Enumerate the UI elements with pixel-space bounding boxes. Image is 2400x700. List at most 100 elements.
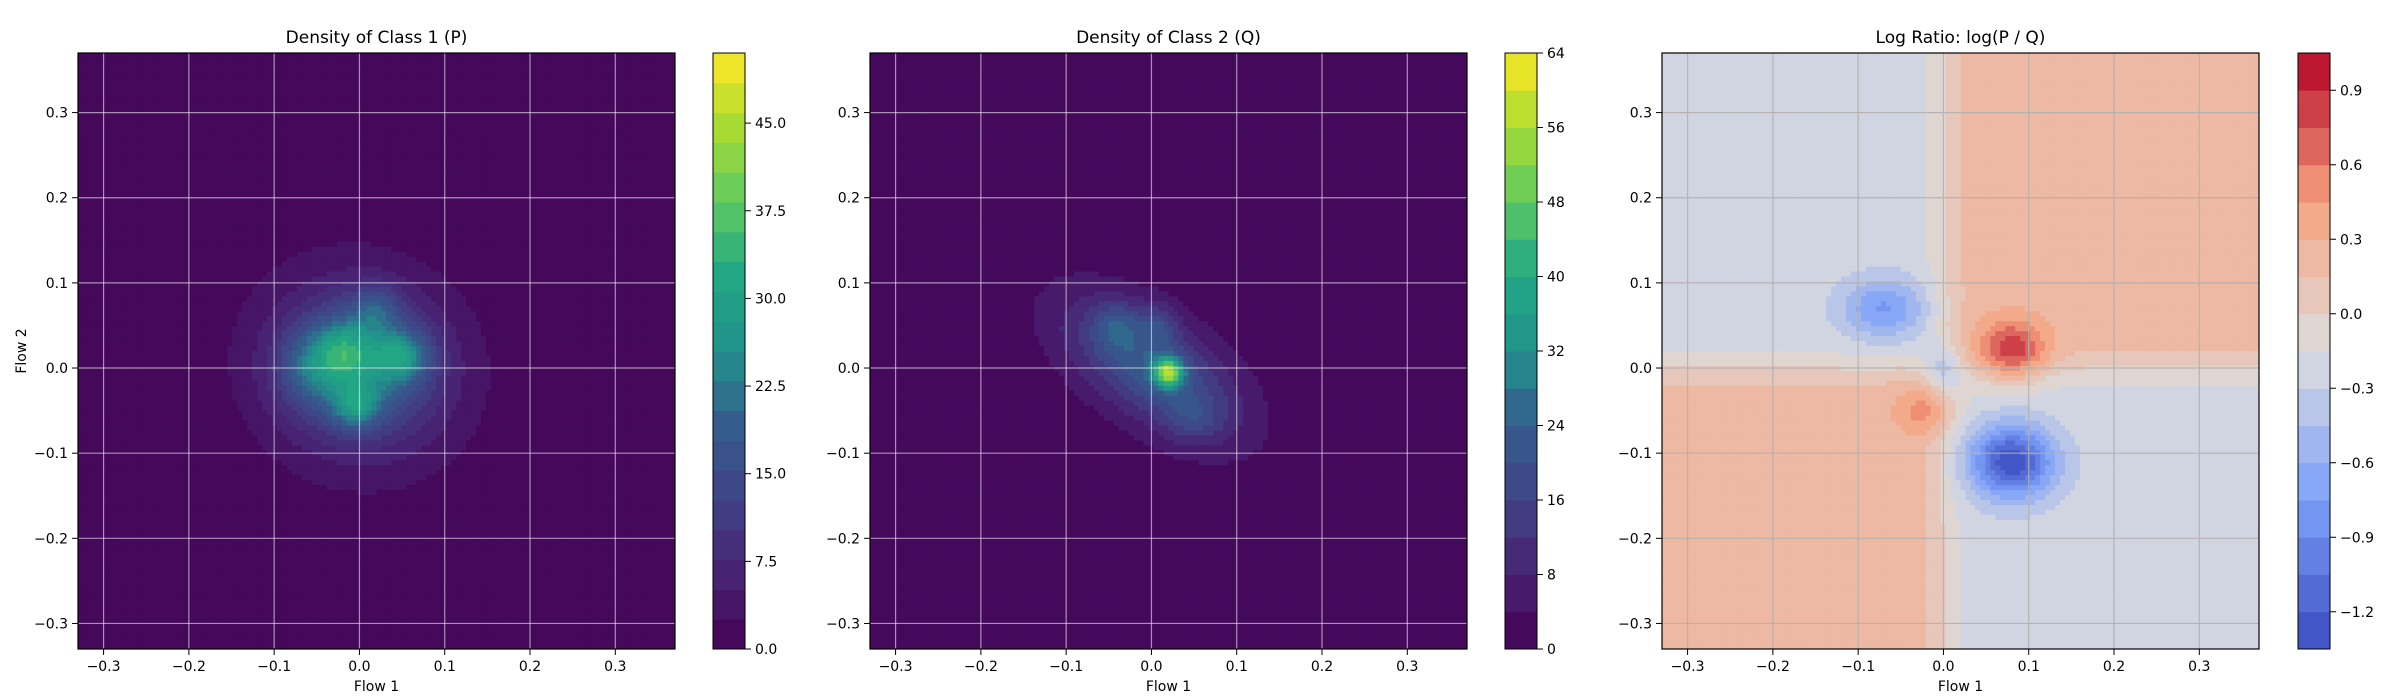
- heatmap-cell: [262, 57, 268, 64]
- heatmap-cell: [197, 509, 203, 516]
- heatmap-cell: [267, 147, 273, 153]
- heatmap-cell: [277, 67, 283, 74]
- heatmap-cell: [212, 410, 218, 417]
- heatmap-cell: [82, 574, 89, 581]
- heatmap-cell: [247, 629, 253, 635]
- heatmap-cell: [257, 316, 263, 322]
- heatmap-cell: [232, 77, 238, 84]
- heatmap-cell: [122, 82, 129, 89]
- heatmap-cell: [78, 306, 84, 312]
- heatmap-cell: [137, 82, 144, 89]
- heatmap-cell: [152, 395, 159, 402]
- heatmap-cell: [127, 475, 134, 481]
- heatmap-cell: [132, 445, 139, 451]
- heatmap-cell: [132, 410, 139, 417]
- heatmap-cell: [87, 544, 94, 551]
- heatmap-cell: [232, 584, 238, 590]
- heatmap-cell: [142, 157, 149, 163]
- heatmap-cell: [167, 604, 174, 610]
- heatmap-cell: [132, 440, 139, 446]
- heatmap-cell: [267, 430, 273, 437]
- heatmap-cell: [187, 251, 194, 258]
- heatmap-cell: [167, 504, 174, 511]
- heatmap-cell: [78, 435, 84, 441]
- heatmap-cell: [247, 534, 253, 541]
- heatmap-cell: [177, 365, 184, 372]
- heatmap-cell: [257, 177, 263, 183]
- heatmap-cell: [187, 614, 194, 620]
- heatmap-cell: [132, 564, 139, 571]
- heatmap-cell: [87, 514, 94, 521]
- heatmap-cell: [212, 370, 218, 377]
- heatmap-cell: [142, 355, 149, 362]
- heatmap-cell: [107, 460, 114, 466]
- heatmap-cell: [182, 480, 189, 486]
- heatmap-cell: [152, 236, 159, 243]
- heatmap-cell: [232, 395, 238, 402]
- heatmap-cell: [152, 594, 159, 600]
- heatmap-cell: [232, 107, 238, 114]
- heatmap-cell: [237, 599, 243, 605]
- heatmap-cell: [82, 341, 89, 347]
- heatmap-cell: [257, 211, 263, 218]
- heatmap-cell: [197, 271, 203, 278]
- heatmap-cell: [262, 142, 268, 148]
- heatmap-cell: [97, 589, 104, 595]
- heatmap-cell: [267, 102, 273, 109]
- heatmap-cell: [132, 500, 139, 506]
- heatmap-cell: [112, 326, 119, 332]
- heatmap-cell: [147, 306, 154, 312]
- heatmap-cell: [202, 465, 208, 471]
- heatmap-cell: [162, 246, 169, 253]
- heatmap-cell: [207, 197, 213, 203]
- heatmap-cell: [187, 579, 194, 586]
- heatmap-cell: [177, 594, 184, 600]
- heatmap-cell: [192, 375, 198, 382]
- heatmap-cell: [222, 639, 228, 645]
- heatmap-cell: [177, 142, 184, 148]
- heatmap-cell: [257, 326, 263, 332]
- heatmap-cell: [162, 509, 169, 516]
- heatmap-cell: [172, 162, 179, 168]
- heatmap-cell: [252, 360, 258, 367]
- heatmap-cell: [212, 157, 218, 163]
- heatmap-cell: [257, 420, 263, 427]
- heatmap-cell: [242, 301, 248, 307]
- heatmap-cell: [167, 485, 174, 491]
- heatmap-cell: [237, 455, 243, 461]
- heatmap-cell: [122, 147, 129, 153]
- heatmap-cell: [97, 236, 104, 243]
- heatmap-cell: [157, 256, 164, 263]
- heatmap-cell: [92, 584, 99, 590]
- heatmap-cell: [227, 380, 233, 387]
- heatmap-cell: [262, 430, 268, 437]
- heatmap-cell: [177, 495, 184, 501]
- heatmap-cell: [187, 390, 194, 397]
- heatmap-cell: [87, 460, 94, 466]
- heatmap-cell: [172, 569, 179, 576]
- heatmap-cell: [252, 415, 258, 422]
- heatmap-cell: [202, 326, 208, 332]
- heatmap-cell: [92, 594, 99, 600]
- heatmap-cell: [162, 629, 169, 635]
- heatmap-cell: [117, 276, 124, 283]
- heatmap-cell: [147, 107, 154, 114]
- heatmap-cell: [267, 246, 273, 253]
- heatmap-cell: [107, 524, 114, 531]
- heatmap-cell: [112, 455, 119, 461]
- heatmap-cell: [197, 117, 203, 124]
- heatmap-cell: [112, 614, 119, 620]
- heatmap-cell: [227, 360, 233, 367]
- heatmap-cell: [142, 514, 149, 521]
- heatmap-cell: [277, 629, 283, 635]
- heatmap-cell: [87, 157, 94, 163]
- heatmap-cell: [242, 256, 248, 263]
- heatmap-cell: [97, 395, 104, 402]
- heatmap-cell: [92, 445, 99, 451]
- heatmap-cell: [87, 495, 94, 501]
- heatmap-cell: [92, 82, 99, 89]
- heatmap-cell: [167, 400, 174, 407]
- heatmap-cell: [247, 500, 253, 506]
- heatmap-cell: [262, 147, 268, 153]
- heatmap-cell: [162, 410, 169, 417]
